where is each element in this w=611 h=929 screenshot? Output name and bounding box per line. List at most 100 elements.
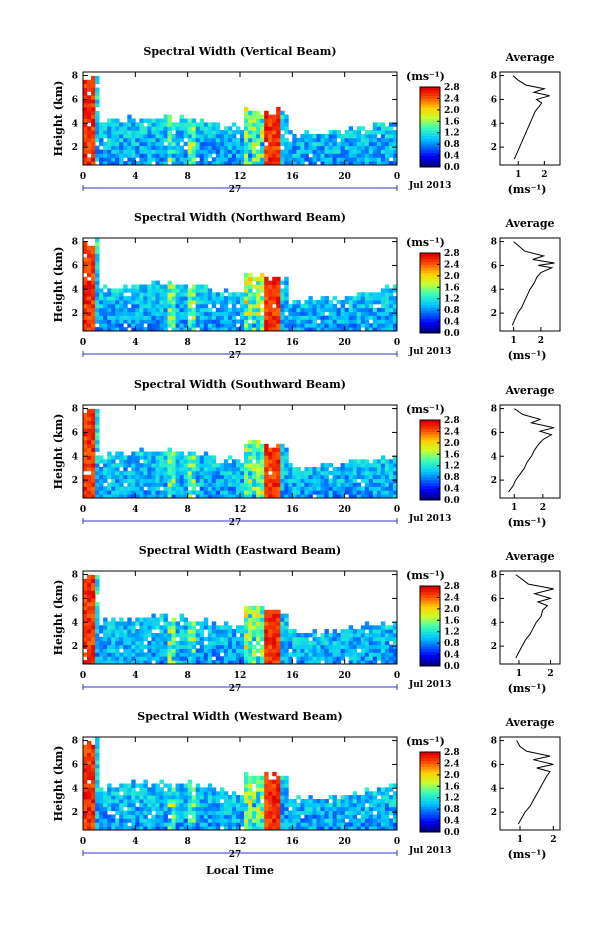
- heatmap-cell: [163, 625, 168, 630]
- heatmap-cell: [244, 814, 249, 819]
- colorbar-swatch: [420, 797, 440, 801]
- heatmap-cell: [364, 311, 370, 316]
- heatmap-cell: [87, 740, 92, 746]
- heatmap-cell: [163, 122, 168, 127]
- heatmap-cell: [332, 467, 337, 472]
- heatmap-cell: [284, 656, 289, 661]
- heatmap-cell: [231, 656, 237, 661]
- heatmap-cell: [127, 149, 132, 154]
- heatmap-cell: [155, 822, 160, 827]
- heatmap-cell: [95, 118, 100, 123]
- heatmap-cell: [244, 272, 249, 278]
- heatmap-cell: [219, 787, 225, 792]
- profile-y-tick-label: 2: [491, 476, 497, 486]
- heatmap-cell: [95, 443, 100, 449]
- heatmap-cell: [135, 288, 140, 293]
- heatmap-cell: [195, 470, 201, 476]
- heatmap-cell: [344, 478, 350, 483]
- heatmap-cell: [143, 327, 148, 332]
- heatmap-cell: [368, 814, 374, 819]
- heatmap-cell: [340, 161, 345, 166]
- heatmap-cell: [167, 486, 172, 491]
- heatmap-cell: [99, 810, 104, 815]
- heatmap-cell: [223, 134, 229, 139]
- heatmap-cell: [280, 141, 285, 147]
- heatmap-cell: [393, 621, 398, 626]
- heatmap-cell: [107, 161, 112, 166]
- heatmap-cell: [83, 261, 88, 266]
- heatmap-cell: [236, 478, 241, 483]
- heatmap-cell: [348, 311, 354, 316]
- heatmap-cell: [143, 490, 148, 495]
- heatmap-cell: [87, 439, 92, 445]
- heatmap-cell: [127, 814, 132, 819]
- heatmap-cell: [244, 640, 249, 646]
- heatmap-cell: [131, 467, 136, 472]
- heatmap-cell: [264, 443, 269, 449]
- heatmap-cell: [244, 137, 249, 143]
- heatmap-cell: [296, 307, 301, 313]
- heatmap-cell: [119, 122, 124, 127]
- heatmap-cell: [155, 300, 160, 305]
- heatmap-cell: [115, 482, 120, 487]
- heatmap-cell: [256, 474, 261, 480]
- heatmap-cell: [328, 311, 333, 316]
- heatmap-cell: [95, 436, 100, 441]
- heatmap-cell: [107, 467, 112, 472]
- colorbar-swatch: [420, 298, 440, 302]
- colorbar-swatch: [420, 457, 440, 461]
- heatmap-cell: [268, 145, 273, 150]
- heatmap-cell: [119, 134, 124, 139]
- heatmap-cell: [103, 652, 108, 657]
- heatmap-cell: [99, 656, 104, 661]
- heatmap-cell: [264, 783, 269, 788]
- heatmap-cell: [240, 490, 245, 495]
- heatmap-cell: [393, 153, 398, 158]
- heatmap-cell: [268, 822, 273, 827]
- heatmap-cell: [264, 629, 269, 634]
- y-tick-label: 8: [72, 238, 78, 248]
- heatmap-cell: [111, 145, 116, 150]
- heatmap-cell: [155, 656, 160, 661]
- heatmap-cell: [260, 470, 265, 476]
- heatmap-cell: [87, 99, 92, 104]
- heatmap-cell: [179, 617, 184, 622]
- heatmap-cell: [304, 490, 309, 495]
- heatmap-cell: [135, 474, 140, 480]
- heatmap-cell: [191, 145, 197, 150]
- heatmap-cell: [99, 288, 104, 293]
- heatmap-cell: [380, 810, 386, 815]
- heatmap-cell: [256, 122, 261, 127]
- heatmap-cell: [324, 636, 329, 642]
- heatmap-cell: [191, 802, 197, 808]
- heatmap-cell: [171, 822, 176, 827]
- heatmap-cell: [376, 130, 382, 135]
- heatmap-cell: [95, 775, 100, 781]
- heatmap-cell: [236, 629, 241, 634]
- heatmap-cell: [123, 826, 128, 831]
- heatmap-cell: [300, 307, 305, 313]
- colorbar-swatch: [420, 794, 440, 799]
- heatmap-cell: [352, 818, 358, 823]
- heatmap-cell: [256, 640, 261, 646]
- heatmap-cell: [328, 494, 333, 499]
- heatmap-cell: [163, 482, 168, 487]
- heatmap-cell: [155, 474, 160, 480]
- heatmap-cell: [393, 284, 398, 289]
- heatmap-cell: [324, 644, 329, 649]
- heatmap-cell: [127, 648, 132, 653]
- heatmap-cell: [336, 490, 341, 495]
- heatmap-cell: [87, 652, 92, 657]
- heatmap-cell: [384, 323, 390, 328]
- heatmap-cell: [231, 296, 237, 301]
- heatmap-cell: [211, 327, 217, 332]
- heatmap-cell: [139, 288, 144, 293]
- heatmap-cell: [308, 149, 313, 154]
- heatmap-cell: [223, 303, 229, 309]
- heatmap-cell: [352, 323, 358, 328]
- heatmap-cell: [143, 300, 148, 305]
- heatmap-cell: [163, 613, 168, 618]
- heatmap-cell: [380, 802, 386, 808]
- heatmap-cell: [384, 652, 390, 657]
- heatmap-cell: [316, 799, 321, 804]
